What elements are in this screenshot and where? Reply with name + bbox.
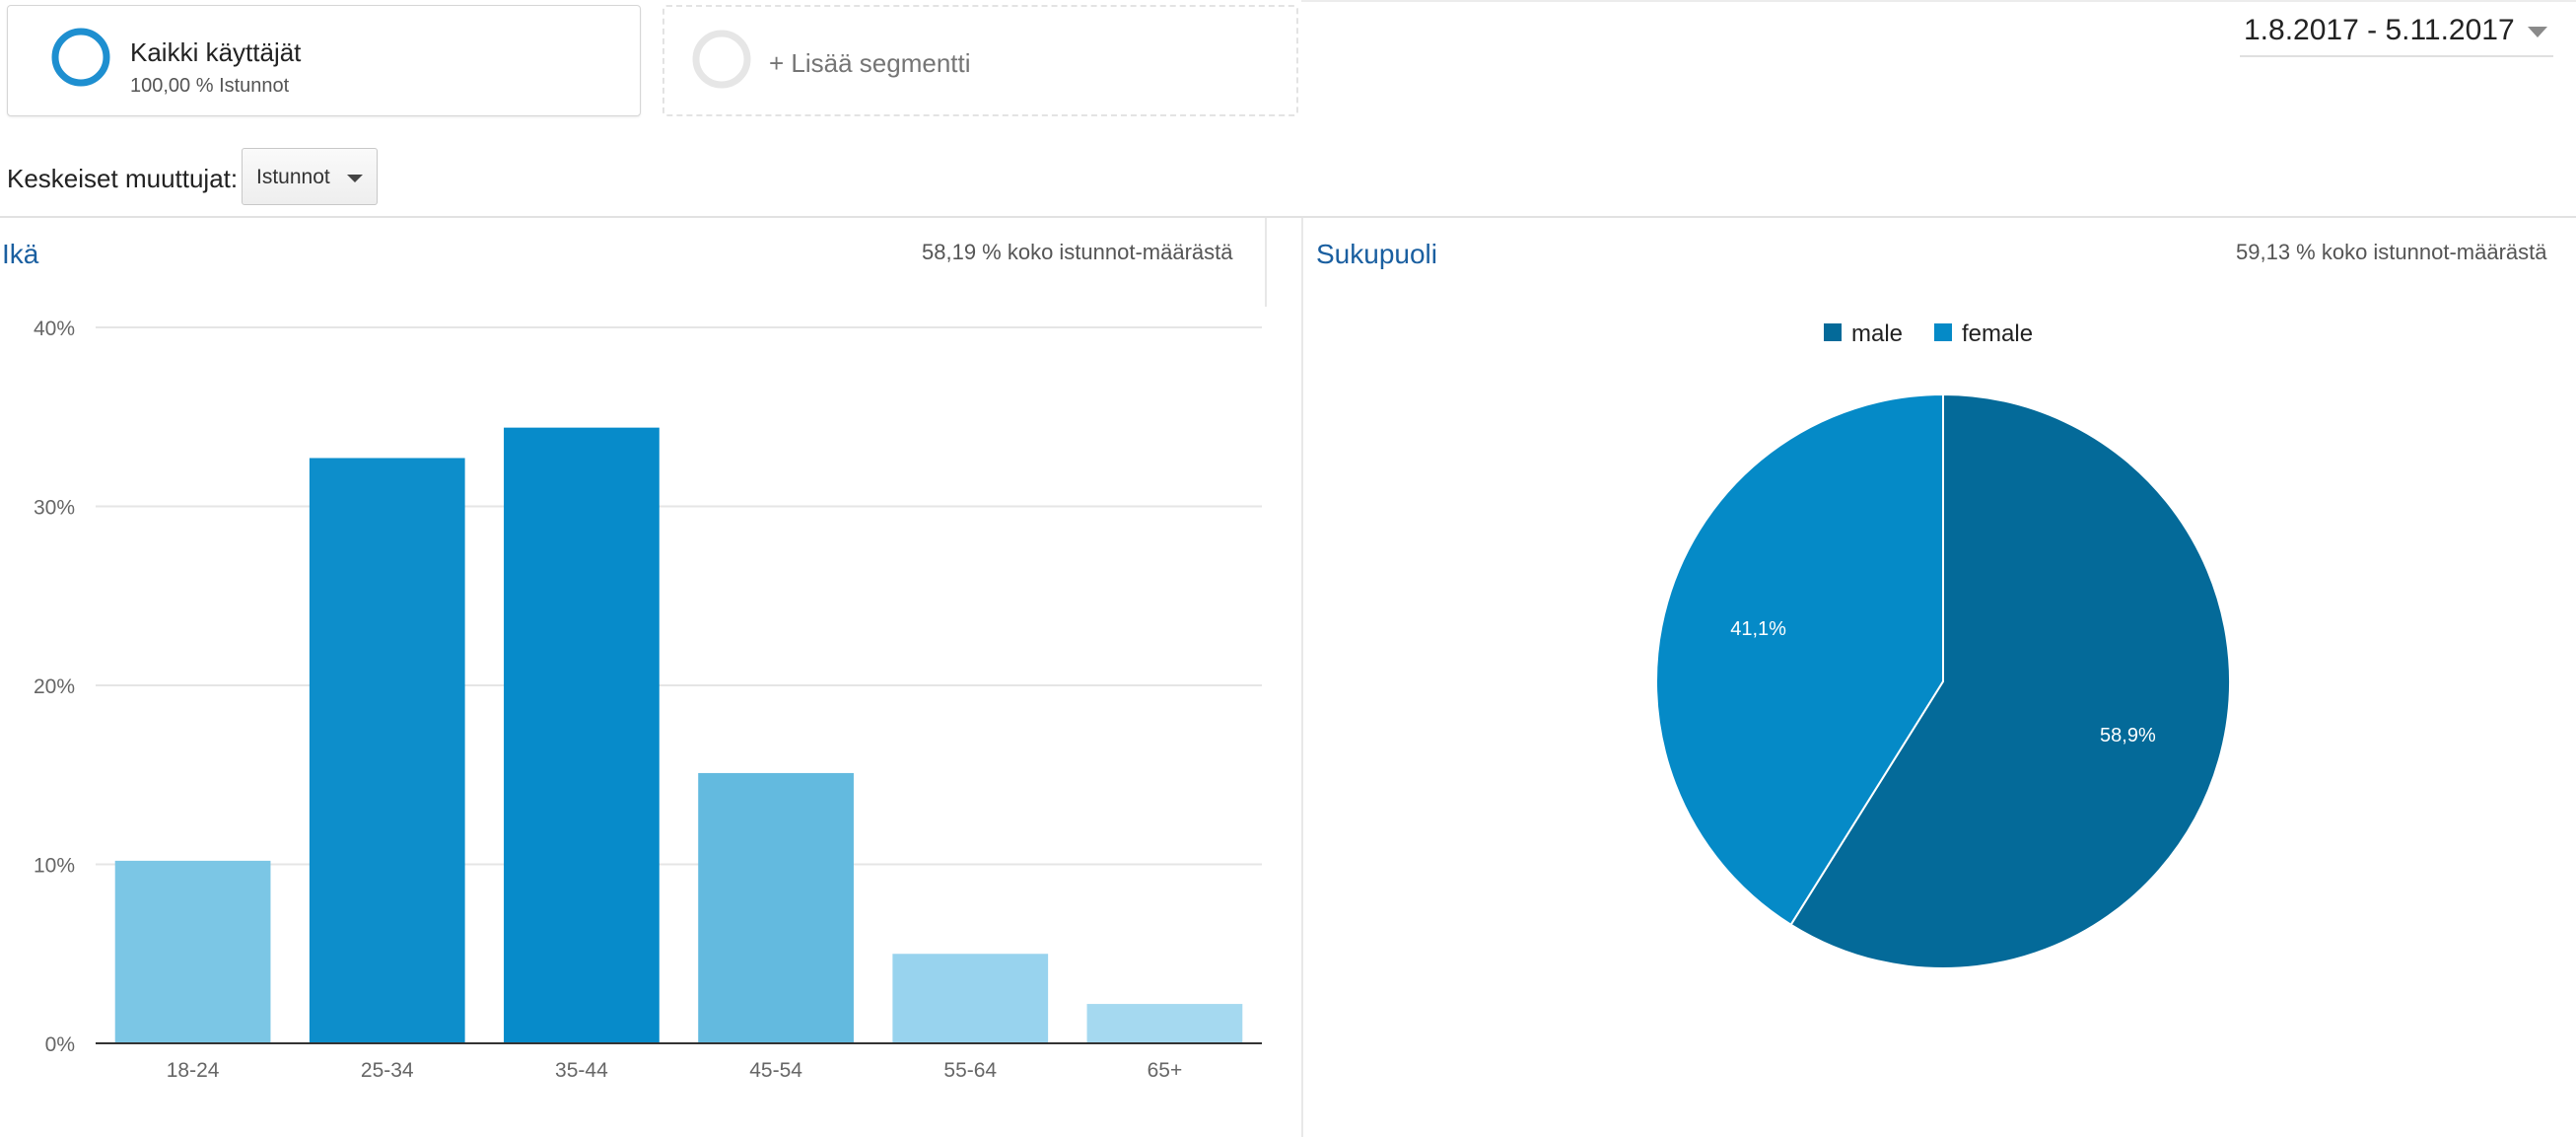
- chevron-down-icon: [2528, 27, 2547, 37]
- pie-slice-male: [1789, 392, 2231, 969]
- segment-title: Kaikki käyttäjät: [130, 37, 302, 67]
- pie-value-label: 58,9%: [2100, 725, 2156, 746]
- y-tick-label: 40%: [34, 318, 75, 340]
- gender-panel-title[interactable]: Sukupuoli: [1316, 239, 1437, 269]
- header-divider: [1265, 218, 1267, 307]
- add-segment-button[interactable]: + Lisää segmentti: [662, 5, 1298, 116]
- legend-label: male: [1851, 320, 1903, 347]
- legend-swatch-female: [1934, 323, 1952, 341]
- key-metrics-label: Keskeiset muuttujat:: [7, 164, 239, 193]
- age-bar-chart: 0% 10% 20% 30% 40% 18-24 25-34 35-44 45-54 55-64 6…: [34, 318, 1262, 1082]
- legend-swatch-male: [1824, 323, 1842, 341]
- y-tick-label: 0%: [45, 1033, 75, 1056]
- y-tick-label: 20%: [34, 675, 75, 698]
- y-tick-label: 10%: [34, 855, 75, 878]
- y-tick-label: 30%: [34, 497, 75, 520]
- chevron-down-icon: [347, 175, 363, 182]
- bar-55-64: [892, 954, 1049, 1043]
- pie-slice-female: [1655, 392, 1944, 927]
- x-tick-label: 35-44: [555, 1059, 608, 1082]
- bar-35-44: [504, 427, 660, 1043]
- add-segment-label: + Lisää segmentti: [769, 48, 971, 78]
- top-divider: [1301, 0, 2576, 2]
- x-tick-label: 65+: [1148, 1059, 1183, 1082]
- age-panel-note: 58,19 % koko istunnot-määrästä: [922, 240, 1233, 264]
- x-tick-label: 55-64: [943, 1059, 997, 1082]
- pie-value-label: 41,1%: [1730, 618, 1786, 640]
- section-divider: [0, 216, 2576, 218]
- bar-65+: [1086, 1004, 1243, 1043]
- segment-card-all-users[interactable]: Kaikki käyttäjät 100,00 % Istunnot: [7, 5, 641, 116]
- segment-donut-icon: [51, 28, 110, 87]
- metric-select[interactable]: Istunnot: [242, 148, 378, 205]
- gender-panel-note: 59,13 % koko istunnot-määrästä: [2236, 240, 2547, 264]
- gender-pie-chart: 58,9% 41,1% male female: [1655, 320, 2231, 969]
- panel-divider: [1301, 218, 1303, 1137]
- legend-label: female: [1962, 320, 2033, 347]
- metric-select-value: Istunnot: [256, 166, 330, 188]
- bar-18-24: [114, 860, 271, 1043]
- segment-subtitle: 100,00 % Istunnot: [130, 75, 290, 97]
- x-tick-label: 18-24: [167, 1059, 220, 1082]
- age-panel-title[interactable]: Ikä: [2, 239, 39, 269]
- date-range-text: 1.8.2017 - 5.11.2017: [2244, 14, 2515, 46]
- empty-donut-icon: [692, 30, 751, 89]
- bar-25-34: [309, 458, 465, 1043]
- bar-45-54: [698, 772, 854, 1043]
- x-tick-label: 45-54: [749, 1059, 802, 1082]
- date-range-picker[interactable]: 1.8.2017 - 5.11.2017: [2240, 10, 2553, 57]
- x-tick-label: 25-34: [361, 1059, 414, 1082]
